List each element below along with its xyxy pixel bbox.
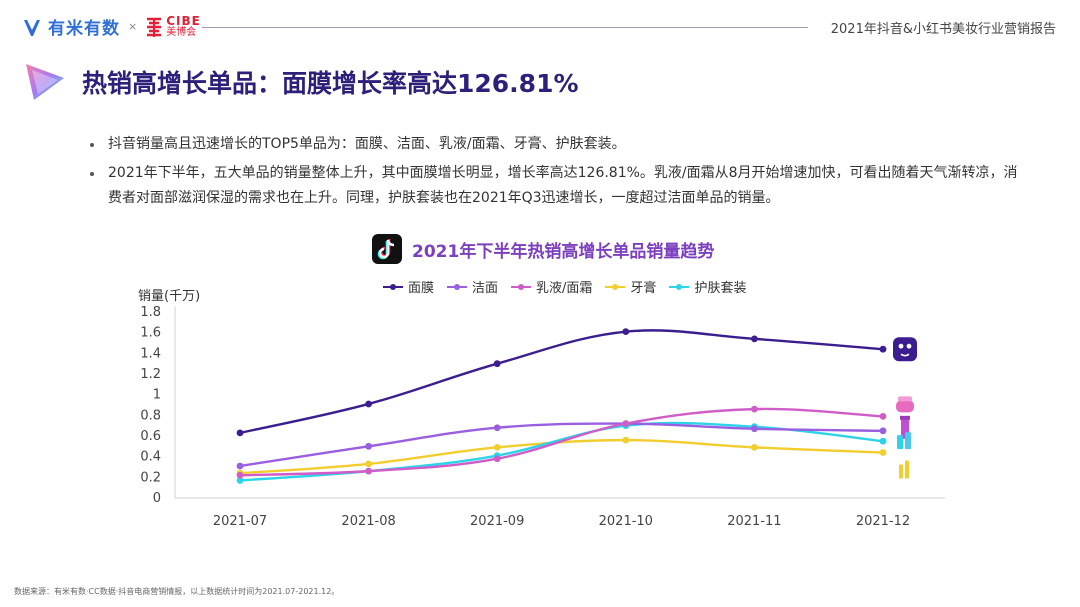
cibe-brand-cn: 美博会 — [166, 26, 197, 38]
series-line — [238, 438, 885, 475]
data-point — [365, 460, 372, 468]
data-point — [365, 467, 372, 475]
data-point — [622, 420, 630, 427]
legend-item-cream: 乳液/面霜 — [510, 277, 592, 296]
y-tick-label: 0.6 — [140, 429, 161, 444]
data-point — [236, 477, 244, 484]
legend-label-cream: 乳液/面霜 — [536, 281, 593, 296]
y-tick-label: 0.2 — [140, 470, 161, 485]
skincare-set-icon — [897, 432, 911, 450]
cibe-brand-en: CIBE — [166, 13, 201, 28]
youmi-brand-text: 有米有数 — [48, 19, 120, 39]
y-tick-label: 1.4 — [140, 346, 161, 361]
brand-separator: × — [128, 20, 138, 33]
header-divider — [202, 27, 808, 28]
bullet-item: 2021年下半年，五大单品的销量整体上升，其中面膜增长明显，增长率高达126.8… — [88, 161, 1018, 211]
x-tick-label: 2021-07 — [213, 514, 267, 529]
brand-logos: 有米有数 × CIBE 美博会 — [22, 14, 201, 39]
toothpaste-icon — [899, 460, 909, 479]
cream-icon — [896, 396, 914, 413]
data-point — [493, 360, 501, 368]
x-tick-label: 2021-09 — [470, 514, 524, 529]
data-point — [879, 449, 887, 456]
legend-swatch-skincare-set — [669, 283, 690, 290]
data-point — [493, 424, 501, 432]
legend-label-mask: 面膜 — [408, 281, 435, 296]
bullet-list: 抖音销量高且迅速增长的TOP5单品为：面膜、洁面、乳液/面霜、牙膏、护肤套装。 … — [88, 132, 1018, 215]
y-tick-label: 0 — [153, 491, 161, 506]
legend-swatch-toothpaste — [605, 283, 626, 290]
data-point — [365, 442, 372, 450]
data-point — [622, 328, 630, 336]
series-line — [238, 329, 885, 435]
data-point — [493, 455, 501, 463]
data-point — [751, 425, 758, 433]
legend-swatch-cleanser — [447, 283, 468, 290]
x-tick-label: 2021-10 — [599, 514, 653, 529]
legend-swatch-cream — [511, 283, 532, 290]
chart-header: 2021年下半年热销高增长单品销量趋势 — [372, 234, 714, 264]
legend-swatch-mask — [383, 283, 403, 290]
chart-legend: 面膜 洁面 乳液/面霜 牙膏 护肤套装 — [382, 277, 746, 296]
y-axis-label: 销量(千万) — [138, 289, 201, 304]
x-tick-label: 2021-12 — [856, 514, 910, 529]
data-point — [879, 437, 887, 445]
data-point — [751, 405, 758, 413]
data-point — [879, 345, 887, 353]
y-tick-label: 1.2 — [140, 367, 161, 382]
y-tick-label: 1 — [153, 388, 161, 403]
data-point — [236, 471, 244, 479]
legend-item-skincare-set: 护肤套装 — [668, 277, 746, 296]
legend-item-mask: 面膜 — [382, 277, 434, 296]
y-tick-label: 0.4 — [140, 450, 161, 465]
data-point — [751, 443, 758, 451]
title-prism-icon — [26, 64, 64, 100]
y-tick-label: 1.8 — [140, 305, 161, 320]
report-title: 2021年抖音&小红书美妆行业营销报告 — [830, 22, 1056, 37]
x-tick-label: 2021-08 — [341, 514, 395, 529]
y-tick-label: 1.6 — [140, 326, 161, 341]
chart-title: 2021年下半年热销高增长单品销量趋势 — [412, 241, 715, 262]
cibe-logo: CIBE 美博会 — [145, 13, 201, 38]
data-point — [751, 335, 758, 343]
data-point — [493, 443, 501, 451]
youmi-logo-icon — [24, 19, 40, 36]
face-mask-icon — [893, 337, 917, 362]
legend-label-skincare-set: 护肤套装 — [694, 281, 747, 296]
legend-label-cleanser: 洁面 — [472, 281, 499, 296]
series-line — [238, 422, 885, 468]
data-point — [365, 400, 372, 408]
cibe-logo-icon — [147, 17, 162, 37]
data-point — [236, 462, 244, 470]
data-point — [622, 436, 630, 444]
legend-item-cleanser: 洁面 — [446, 277, 498, 296]
data-point — [879, 412, 887, 420]
data-point — [879, 427, 887, 435]
data-source-note: 数据来源：有米有数·CC数据·抖音电商营销情报，以上数据统计时间为2021.07… — [14, 587, 340, 596]
legend-item-toothpaste: 牙膏 — [604, 277, 656, 296]
tiktok-logo-icon — [372, 234, 402, 264]
y-tick-label: 0.8 — [140, 408, 161, 423]
legend-label-toothpaste: 牙膏 — [630, 281, 657, 296]
x-tick-label: 2021-11 — [727, 514, 781, 529]
data-point — [236, 429, 244, 437]
bullet-item: 抖音销量高且迅速增长的TOP5单品为：面膜、洁面、乳液/面霜、牙膏、护肤套装。 — [88, 132, 1018, 157]
series-line — [238, 407, 885, 477]
page-title: 热销高增长单品：面膜增长率高达126.81% — [82, 69, 579, 98]
